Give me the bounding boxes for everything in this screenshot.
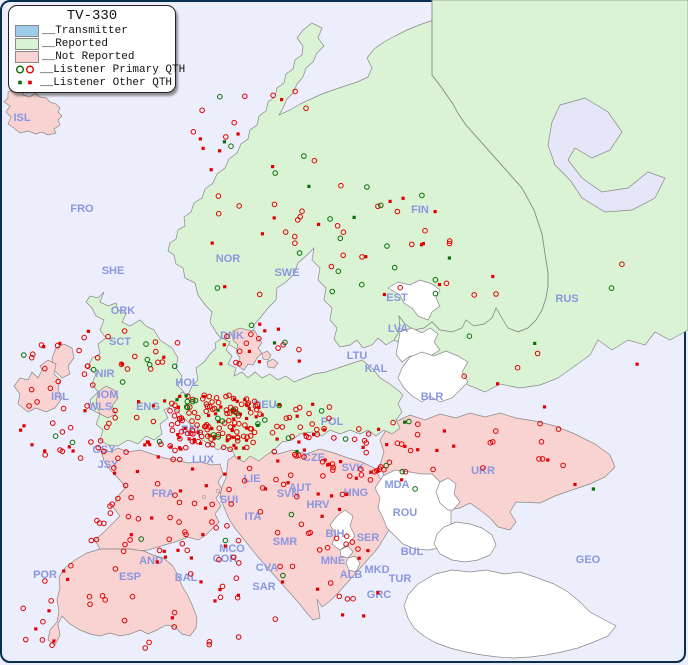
svg-text:ISL: ISL [13,112,30,124]
svg-text:SCT: SCT [109,336,131,348]
svg-text:GRC: GRC [367,589,392,601]
svg-text:DNK: DNK [220,330,244,342]
svg-text:KAL: KAL [365,363,388,375]
svg-text:NOR: NOR [216,253,241,265]
svg-text:SMR: SMR [273,536,298,548]
svg-text:LVA: LVA [388,323,408,335]
svg-text:LTU: LTU [347,350,368,362]
svg-text:SHE: SHE [102,265,125,277]
svg-text:MKD: MKD [364,564,389,576]
svg-text:SER: SER [357,532,380,544]
svg-text:ORK: ORK [111,305,136,317]
svg-text:IRL: IRL [51,391,69,403]
svg-text:BUL: BUL [401,546,424,558]
svg-text:SWE: SWE [274,267,299,279]
svg-text:ESP: ESP [119,571,141,583]
svg-text:GEO: GEO [576,554,601,566]
svg-text:IOM: IOM [98,389,119,401]
svg-text:NIR: NIR [96,368,115,380]
svg-text:AND: AND [139,555,163,567]
svg-text:FRA: FRA [152,488,175,500]
svg-text:RUS: RUS [555,293,578,305]
svg-text:WLS: WLS [88,401,112,413]
svg-text:BAL: BAL [175,572,198,584]
svg-text:HRV: HRV [306,499,330,511]
svg-text:UKR: UKR [471,465,495,477]
svg-text:SAR: SAR [252,581,275,593]
svg-text:BIH: BIH [326,528,345,540]
svg-text:TUR: TUR [389,573,412,585]
svg-text:HOL: HOL [175,377,199,389]
svg-text:BLR: BLR [421,391,444,403]
svg-text:ROU: ROU [393,507,418,519]
svg-text:LUX: LUX [192,454,215,466]
svg-text:ALB: ALB [340,569,363,581]
svg-text:FIN: FIN [411,204,429,216]
svg-text:MDA: MDA [384,479,409,491]
svg-text:CVA: CVA [256,562,278,574]
svg-text:MNE: MNE [321,555,345,567]
svg-text:EST: EST [386,292,408,304]
svg-text:ITA: ITA [245,511,262,523]
svg-text:FRO: FRO [70,203,94,215]
